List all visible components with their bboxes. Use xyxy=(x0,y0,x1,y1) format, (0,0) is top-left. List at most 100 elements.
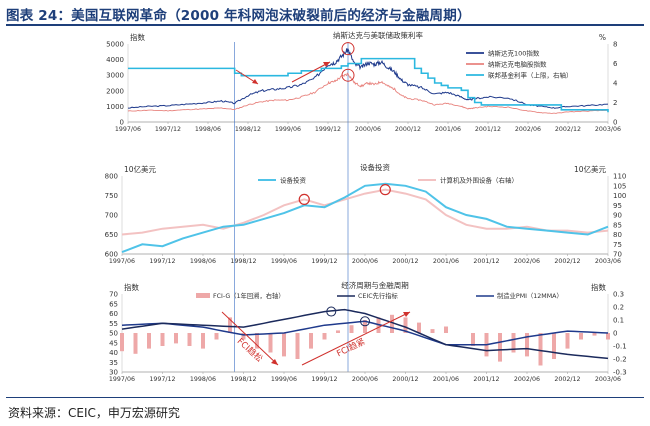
y2-tick-label: -0.1 xyxy=(613,343,627,351)
x-tick-label: 2002/12 xyxy=(554,258,580,265)
fci-bar xyxy=(120,333,124,352)
fci-bar xyxy=(471,333,475,346)
y2-tick-label: 70 xyxy=(613,251,622,259)
y2-tick-label: -0.3 xyxy=(613,369,627,377)
y-axis-title: 指数 xyxy=(130,32,145,42)
fci-bar xyxy=(214,333,219,340)
source-note: 资料来源：CEIC，申万宏源研究 xyxy=(8,406,180,420)
fci-bar xyxy=(525,333,529,357)
x-tick-label: 1998/06 xyxy=(195,126,221,133)
x-tick-label: 1999/06 xyxy=(275,126,301,133)
y-axis-title: 指数 xyxy=(124,282,139,292)
highlight-circle xyxy=(379,184,391,196)
y-tick-label: 600 xyxy=(105,251,118,259)
fci-bar xyxy=(228,317,232,333)
fci-tightening-label: FCI趋紧 xyxy=(335,336,367,359)
y-tick-label: 65 xyxy=(109,300,118,308)
x-tick-label: 1998/12 xyxy=(235,126,261,133)
x-tick-label: 1997/12 xyxy=(149,258,175,265)
legend-nasdaq100: 纳斯达克100指数 xyxy=(488,49,540,58)
fci-bar xyxy=(201,333,205,349)
y-tick-label: 60 xyxy=(109,310,118,318)
x-tick-label: 2002/12 xyxy=(554,376,580,383)
fci-bar xyxy=(552,333,556,359)
y-tick-label: 30 xyxy=(109,369,118,377)
y2-tick-label: 85 xyxy=(613,221,622,229)
x-tick-label: 2001/12 xyxy=(473,376,499,383)
fci-bar xyxy=(255,333,259,349)
y-tick-label: 50 xyxy=(109,330,118,338)
y-tick-label: 55 xyxy=(109,320,118,328)
y-tick-label: 3000 xyxy=(106,72,124,80)
fci-bar xyxy=(403,317,408,333)
peak-highlight-circle xyxy=(341,68,355,82)
fci-bar xyxy=(147,333,151,349)
fci-bar xyxy=(322,333,327,340)
highlight-circle xyxy=(326,306,337,317)
arrow-head xyxy=(323,62,330,67)
y-tick-label: 70 xyxy=(109,291,118,299)
fci-bar xyxy=(363,320,367,333)
y2-tick-label: 6 xyxy=(613,60,618,68)
y-tick-label: 45 xyxy=(109,339,118,347)
arrow-head xyxy=(271,359,278,365)
fci-bar xyxy=(160,333,165,346)
panel-cycles: 303540455055606570-0.3-0.2-0.100.10.20.3… xyxy=(109,280,627,383)
x-tick-label: 2001/12 xyxy=(475,126,501,133)
y2-tick-label: 0 xyxy=(613,119,617,127)
y-tick-label: 40 xyxy=(109,349,118,357)
panel-nasdaq-fed: 0 1000 2000 3000 4000 5000 0 2 4 6 8 1997/06 1997/12… xyxy=(106,30,621,372)
x-tick-label: 1999/12 xyxy=(315,126,341,133)
x-tick-label: 1999/12 xyxy=(311,376,337,383)
series-ceic-leading xyxy=(121,308,609,360)
fci-bar xyxy=(187,333,192,346)
series-computer-index xyxy=(127,72,609,114)
fci-bar xyxy=(565,333,570,349)
peak-highlight-circle xyxy=(341,42,355,56)
x-tick-label: 1999/12 xyxy=(311,258,337,265)
fci-easing-label: FCI趋松 xyxy=(235,336,265,365)
y-tick-label: 35 xyxy=(109,359,118,367)
legend-computer-index: 纳斯达克电脑股指数 xyxy=(488,60,547,69)
arrow-head xyxy=(403,312,410,317)
fci-bar xyxy=(174,333,178,344)
y2-axis-title: 10亿美元 xyxy=(574,164,607,174)
y2-tick-label: 95 xyxy=(613,202,622,210)
y2-tick-label: 0 xyxy=(613,330,617,338)
trend-arrow xyxy=(291,61,331,83)
fci-bar xyxy=(444,326,448,333)
arrow-head xyxy=(252,79,258,84)
fci-bar xyxy=(538,333,543,366)
fci-easing-arrow xyxy=(221,311,279,366)
x-tick-label: 2003/06 xyxy=(595,376,621,383)
x-tick-label: 2000/12 xyxy=(395,126,421,133)
y-tick-label: 4000 xyxy=(106,56,124,64)
y2-axis-title: % xyxy=(599,33,606,42)
fci-bar xyxy=(268,333,273,353)
x-tick-label: 2002/06 xyxy=(515,126,541,133)
fci-bar xyxy=(133,333,138,354)
y2-tick-label: 0.2 xyxy=(613,304,624,312)
series-pmi xyxy=(121,320,609,346)
x-tick-label: 2001/06 xyxy=(433,376,459,383)
x-tick-label: 2001/12 xyxy=(473,258,499,265)
source-rule xyxy=(6,397,644,398)
x-tick-label: 1997/06 xyxy=(109,376,135,383)
y-axis-title: 10亿美元 xyxy=(124,164,157,174)
y2-tick-label: 80 xyxy=(613,231,622,239)
y2-tick-label: 105 xyxy=(613,182,626,190)
fci-bar xyxy=(295,333,300,359)
panel-title: 经济周期与金融周期 xyxy=(341,280,409,290)
y2-tick-label: 4 xyxy=(613,80,618,88)
y2-tick-label: 100 xyxy=(613,192,626,200)
x-tick-label: 1998/06 xyxy=(190,376,216,383)
x-tick-label: 2003/06 xyxy=(595,258,621,265)
y-tick-label: 5000 xyxy=(106,41,124,49)
legend-fed-funds: 联邦基金利率（上限，右轴） xyxy=(488,71,573,80)
legend-swatch-fci xyxy=(196,293,210,298)
fci-tightening-arrow xyxy=(301,311,411,366)
x-tick-label: 2000/06 xyxy=(352,376,378,383)
highlight-circle xyxy=(298,193,310,205)
